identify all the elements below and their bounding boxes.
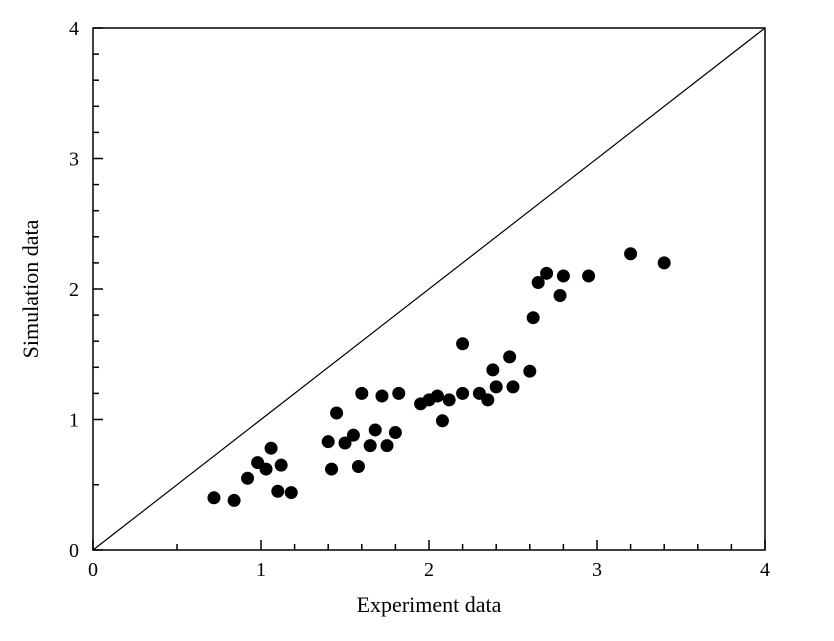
data-point [271,485,284,498]
y-tick-label: 4 [69,18,79,40]
data-point [389,426,402,439]
data-point [325,463,338,476]
data-point [481,393,494,406]
data-point [503,350,516,363]
data-point [554,289,567,302]
y-tick-label: 0 [69,540,79,562]
data-point [557,269,570,282]
data-point [431,390,444,403]
data-point [347,429,360,442]
x-tick-label: 3 [592,559,602,581]
data-point [658,256,671,269]
data-point [275,459,288,472]
data-point [207,491,220,504]
data-point [456,337,469,350]
data-point [381,439,394,452]
data-point [330,406,343,419]
data-point [355,387,368,400]
data-point [507,380,520,393]
x-tick-label: 1 [256,559,266,581]
y-axis-label: Simulation data [18,219,43,358]
data-point [540,267,553,280]
data-point [436,414,449,427]
data-point [486,363,499,376]
data-point [527,311,540,324]
chart-svg: 0 1 2 3 4 0 1 2 3 4 Experiment data Simulation data [0,0,834,641]
data-point [265,442,278,455]
data-point [322,435,335,448]
x-tick-label: 4 [760,559,770,581]
y-tick-label: 1 [69,410,79,432]
data-point [456,387,469,400]
data-point [523,365,536,378]
data-point [392,387,405,400]
identity-line [93,28,765,550]
data-point [285,486,298,499]
data-point [624,247,637,260]
data-point [260,463,273,476]
x-tick-label: 2 [424,559,434,581]
data-point [241,472,254,485]
data-point [582,269,595,282]
x-tick-label: 0 [88,559,98,581]
data-point [369,423,382,436]
data-point [490,380,503,393]
data-point [364,439,377,452]
data-point [375,390,388,403]
y-tick-label: 2 [69,279,79,301]
scatter-chart: 0 1 2 3 4 0 1 2 3 4 Experiment data Simulation data [0,0,834,641]
data-point [228,494,241,507]
data-point [352,460,365,473]
y-tick-label: 3 [69,149,79,171]
data-point [443,393,456,406]
x-axis-label: Experiment data [357,592,502,617]
